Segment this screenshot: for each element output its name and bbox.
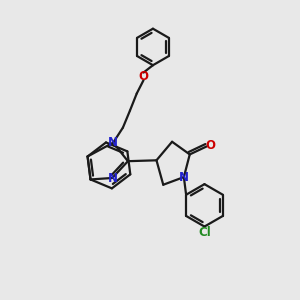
- Text: N: N: [179, 171, 189, 184]
- Text: O: O: [206, 139, 215, 152]
- Text: N: N: [108, 136, 118, 148]
- Text: O: O: [139, 70, 148, 83]
- Text: Cl: Cl: [198, 226, 211, 239]
- Text: N: N: [108, 172, 118, 185]
